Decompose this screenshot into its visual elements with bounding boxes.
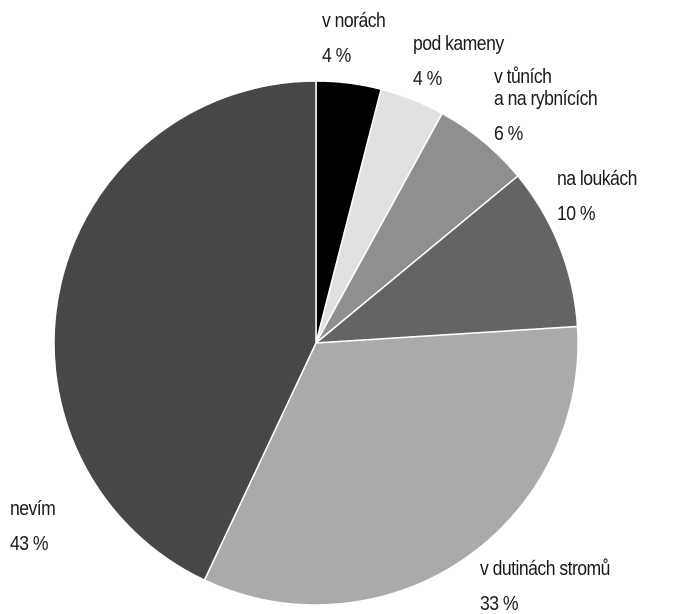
value-label: 4 %	[413, 68, 442, 90]
value-label: 6 %	[494, 123, 523, 145]
value-label: 43 %	[10, 533, 49, 555]
slice	[313, 174, 579, 344]
slice-label: nevím 43 %	[10, 498, 56, 555]
category-label: v tůních a na rybnících	[494, 66, 598, 110]
slice	[203, 325, 579, 606]
slice-label: pod kameny 4 %	[413, 33, 504, 90]
slice-label: v tůních a na rybnících 6 %	[494, 66, 598, 145]
category-label: nevím	[10, 498, 56, 520]
category-label: v norách	[322, 10, 386, 32]
slice-label: na loukách 10 %	[557, 168, 637, 225]
value-label: 4 %	[322, 45, 351, 67]
category-label: v dutinách stromů	[480, 558, 610, 580]
slice-label: v dutinách stromů 33 %	[480, 558, 610, 614]
category-label: pod kameny	[413, 33, 504, 55]
slice-label: v norách 4 %	[322, 10, 386, 67]
slice	[53, 80, 317, 582]
value-label: 33 %	[480, 593, 519, 614]
value-label: 10 %	[557, 203, 596, 225]
category-label: na loukách	[557, 168, 637, 190]
